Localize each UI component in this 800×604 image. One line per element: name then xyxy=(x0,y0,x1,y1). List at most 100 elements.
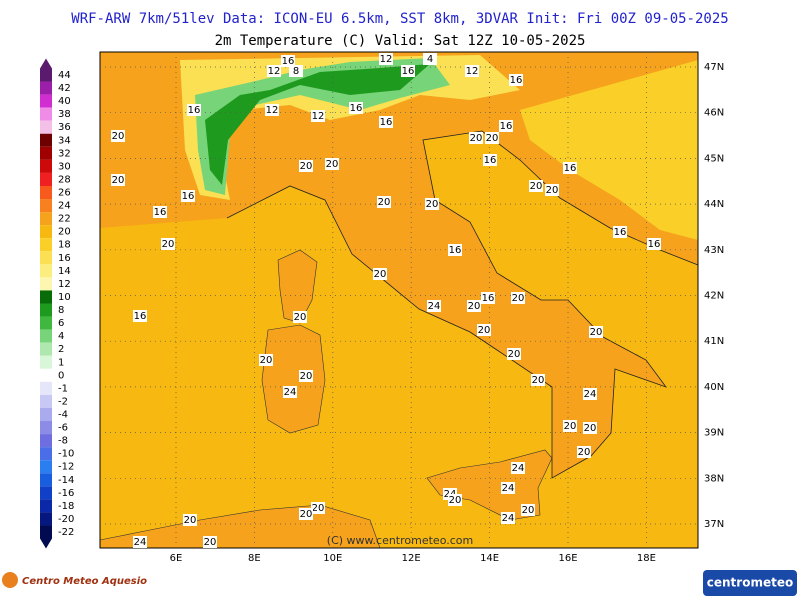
colorbar-swatch xyxy=(40,133,52,147)
balkans-warm xyxy=(520,60,698,240)
contour-label-bg xyxy=(423,53,437,65)
lat-label: 44N xyxy=(704,199,724,210)
contour-label: 20 xyxy=(470,133,483,144)
sardinia xyxy=(261,324,326,434)
colorbar-label: 32 xyxy=(58,148,71,159)
contour-label: 20 xyxy=(578,447,591,458)
contour-label: 24 xyxy=(512,463,525,474)
contour-label: 20 xyxy=(300,161,313,172)
lat-label: 43N xyxy=(704,245,724,256)
left-logo-icon xyxy=(2,572,18,588)
contour-label: 20 xyxy=(112,131,125,142)
contour-label: 12 xyxy=(312,111,325,122)
lon-label: 6E xyxy=(170,553,183,564)
contour-label: 24 xyxy=(428,301,441,312)
colorbar-swatch xyxy=(40,185,52,200)
contour-label-bg xyxy=(111,130,125,142)
colorbar-label: -20 xyxy=(58,514,74,525)
contour-label: 24 xyxy=(284,387,297,398)
colorbar-cap xyxy=(40,538,52,549)
left-logo: Centro Meteo Aquesio xyxy=(22,576,147,587)
colorbar-label: 28 xyxy=(58,174,71,185)
contour-label-bg xyxy=(589,326,603,338)
colorbar-swatch xyxy=(40,107,52,121)
colorbar-swatch xyxy=(40,290,52,304)
contour-label: 20 xyxy=(546,185,559,196)
colorbar-label: 8 xyxy=(58,305,64,316)
contour-label-bg xyxy=(153,206,167,218)
colorbar-label: -4 xyxy=(58,409,68,420)
contour-label-bg xyxy=(373,268,387,280)
contour-label-bg xyxy=(283,386,297,398)
colorbar-swatch xyxy=(40,342,52,356)
contour-label-bg xyxy=(379,116,393,128)
contour-label: 16 xyxy=(484,155,497,166)
contour-label-bg xyxy=(577,446,591,458)
colorbar-swatch xyxy=(40,434,52,448)
contour-label-bg xyxy=(448,494,462,506)
contour-label-bg xyxy=(483,154,497,166)
contour-label-bg xyxy=(203,536,217,548)
contour-label-bg xyxy=(401,65,415,77)
header-subtitle: 2m Temperature (C) Valid: Sat 12Z 10-05-… xyxy=(215,33,586,49)
lat-label: 40N xyxy=(704,382,724,393)
contour-label: 16 xyxy=(134,311,147,322)
contour-label-bg xyxy=(267,65,281,77)
colorbar-swatch xyxy=(40,407,52,422)
colorbar-label: 12 xyxy=(58,279,71,290)
map-frame xyxy=(99,51,699,549)
colorbar-label: 20 xyxy=(58,227,71,238)
contour-label-bg xyxy=(531,374,545,386)
land xyxy=(100,52,698,478)
colorbar-swatch xyxy=(40,421,52,435)
lat-label: 42N xyxy=(704,291,724,302)
colorbar-label: 1 xyxy=(58,357,64,368)
contour-label: 24 xyxy=(134,537,147,548)
colorbar-swatch xyxy=(40,447,52,461)
contour-label: 12 xyxy=(266,105,279,116)
colorbar-label: 2 xyxy=(58,344,64,355)
colorbar-swatch xyxy=(40,251,52,265)
contour-label: 16 xyxy=(380,117,393,128)
colorbar-label: 10 xyxy=(58,292,71,303)
contour-label: 8 xyxy=(293,66,299,77)
contour-label: 16 xyxy=(154,207,167,218)
colorbar-swatch xyxy=(40,486,52,500)
contour-label: 12 xyxy=(268,66,281,77)
contour-label: 20 xyxy=(326,159,339,170)
colorbar-swatch xyxy=(40,394,52,408)
contour-label: 20 xyxy=(378,197,391,208)
colorbar-label: 34 xyxy=(58,135,71,146)
lat-label: 38N xyxy=(704,473,724,484)
contour-label: 20 xyxy=(564,421,577,432)
colorbar-swatch xyxy=(40,68,52,82)
contour-label: 20 xyxy=(486,133,499,144)
coastline xyxy=(226,130,699,479)
contour-label-bg xyxy=(161,238,175,250)
contour-label-bg xyxy=(499,120,513,132)
contour-label-bg xyxy=(583,388,597,400)
colorbar-label: -22 xyxy=(58,527,74,538)
contour-label-bg xyxy=(299,160,313,172)
header-title: WRF-ARW 7km/51lev Data: ICON-EU 6.5km, S… xyxy=(71,11,728,27)
contour-label: 16 xyxy=(482,293,495,304)
lat-label: 46N xyxy=(704,108,724,119)
colorbar-swatch xyxy=(40,94,52,108)
contour-label-bg xyxy=(469,132,483,144)
colorbar-swatch xyxy=(40,264,52,278)
colorbar-label: 36 xyxy=(58,122,71,133)
contour-label: 20 xyxy=(374,269,387,280)
contour-label: 20 xyxy=(590,327,603,338)
colorbar-swatch xyxy=(40,355,52,369)
contour-label-bg xyxy=(311,502,325,514)
contour-label: 24 xyxy=(584,389,597,400)
colorbar-swatch xyxy=(40,525,52,539)
contour-label: 20 xyxy=(312,503,325,514)
contour-label-bg xyxy=(293,311,307,323)
colorbar-swatch xyxy=(40,368,52,382)
lat-label: 47N xyxy=(704,62,724,73)
contour-label-bg xyxy=(511,292,525,304)
colorbar-swatch xyxy=(40,81,52,95)
contour-label-bg xyxy=(511,462,525,474)
